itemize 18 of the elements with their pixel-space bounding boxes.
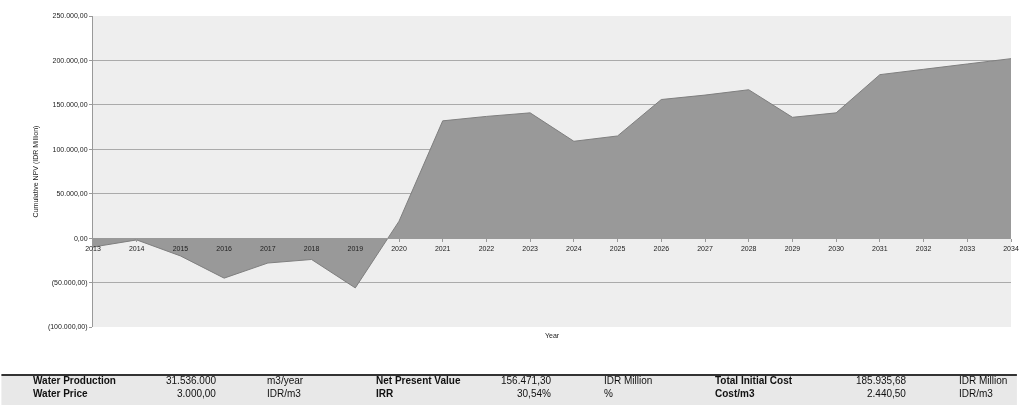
- text: 2.440,50: [867, 388, 907, 399]
- text: 3.000,00: [177, 388, 217, 399]
- text: Water Production: [33, 375, 116, 386]
- text: IDR Million: [959, 375, 1008, 386]
- text: 31.536.000: [166, 375, 217, 386]
- text: m3/year: [267, 375, 304, 386]
- text: Net Present Value: [376, 375, 461, 386]
- text: Water Price: [33, 388, 89, 399]
- text: 185.935,68: [856, 375, 907, 386]
- text: Total Initial Cost: [715, 375, 793, 386]
- text: IRR: [376, 388, 394, 399]
- text: IDR/m3: [959, 388, 994, 399]
- text: IDR/m3: [267, 388, 302, 399]
- text: IDR Million: [604, 375, 653, 386]
- text: 156.471,30: [501, 375, 552, 386]
- text: 30,54%: [517, 388, 552, 399]
- text: %: [604, 388, 613, 399]
- text: Cost/m3: [715, 388, 755, 399]
